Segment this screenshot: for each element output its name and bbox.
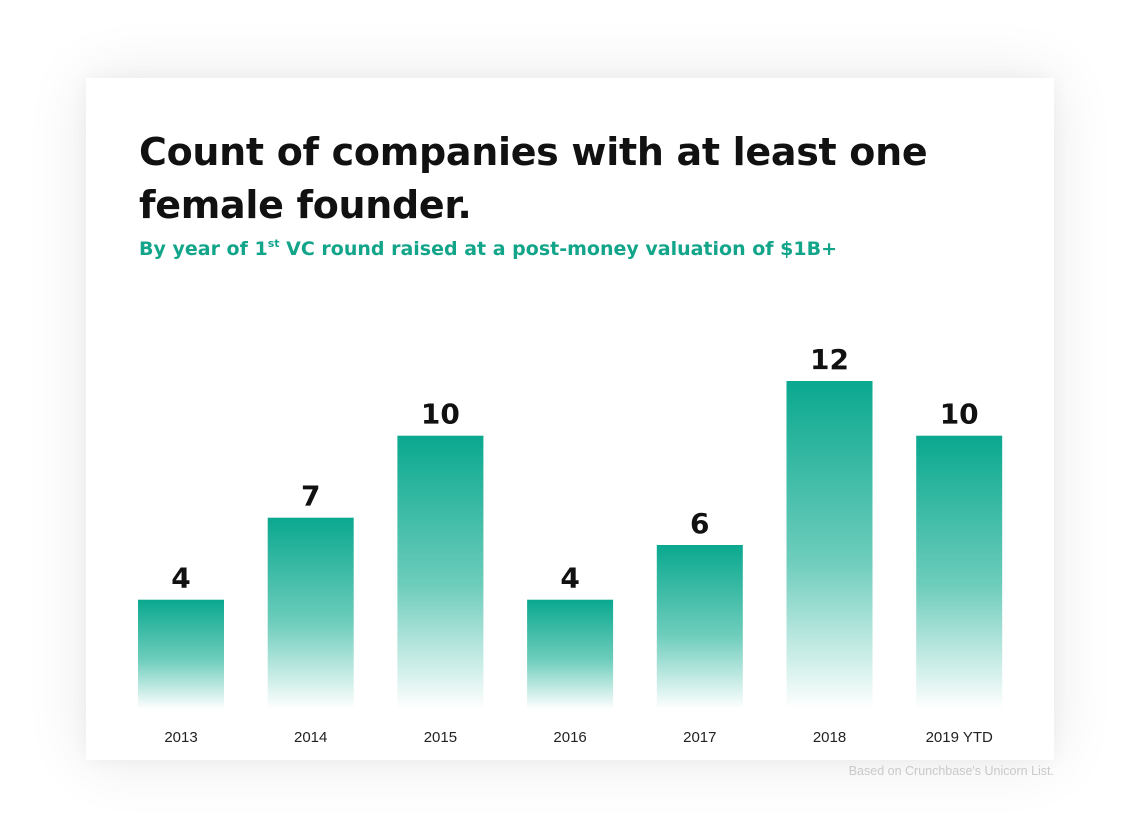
bar-2018 — [786, 381, 873, 709]
chart-title: Count of companies with at least one fem… — [139, 130, 928, 227]
bars-group — [138, 381, 1003, 709]
x-tick-label: 2014 — [294, 729, 327, 746]
x-tick-label: 2015 — [424, 729, 457, 746]
bar-2015 — [397, 435, 484, 709]
subtitle-superscript: st — [267, 237, 280, 250]
bar-2013 — [138, 599, 224, 709]
x-axis-labels-group: 2013 2014 2015 2016 2017 2018 2019 YTD — [164, 729, 993, 746]
x-tick-label: 2019 YTD — [926, 729, 993, 746]
x-tick-label: 2016 — [553, 729, 586, 746]
subtitle-suffix: VC round raised at a post-money valuatio… — [279, 238, 837, 260]
bar-2016 — [527, 599, 614, 709]
x-tick-label: 2017 — [683, 729, 716, 746]
bar-2017 — [656, 545, 743, 709]
value-label: 4 — [171, 562, 190, 595]
chart-subtitle: By year of 1st VC round raised at a post… — [139, 238, 837, 260]
value-label: 10 — [421, 398, 460, 431]
x-tick-label: 2018 — [813, 729, 846, 746]
value-label: 6 — [690, 507, 709, 540]
subtitle-prefix: By year of 1 — [139, 238, 268, 260]
value-label: 10 — [940, 398, 979, 431]
source-note: Based on Crunchbase's Unicorn List. — [848, 764, 1054, 778]
bar-2014 — [267, 517, 354, 709]
value-labels-group: 4 7 10 4 6 12 10 — [171, 343, 978, 595]
value-label: 4 — [560, 562, 579, 595]
value-label: 12 — [810, 343, 849, 376]
bar-2019-ytd — [916, 435, 1003, 709]
value-label: 7 — [301, 480, 320, 513]
x-tick-label: 2013 — [164, 729, 197, 746]
